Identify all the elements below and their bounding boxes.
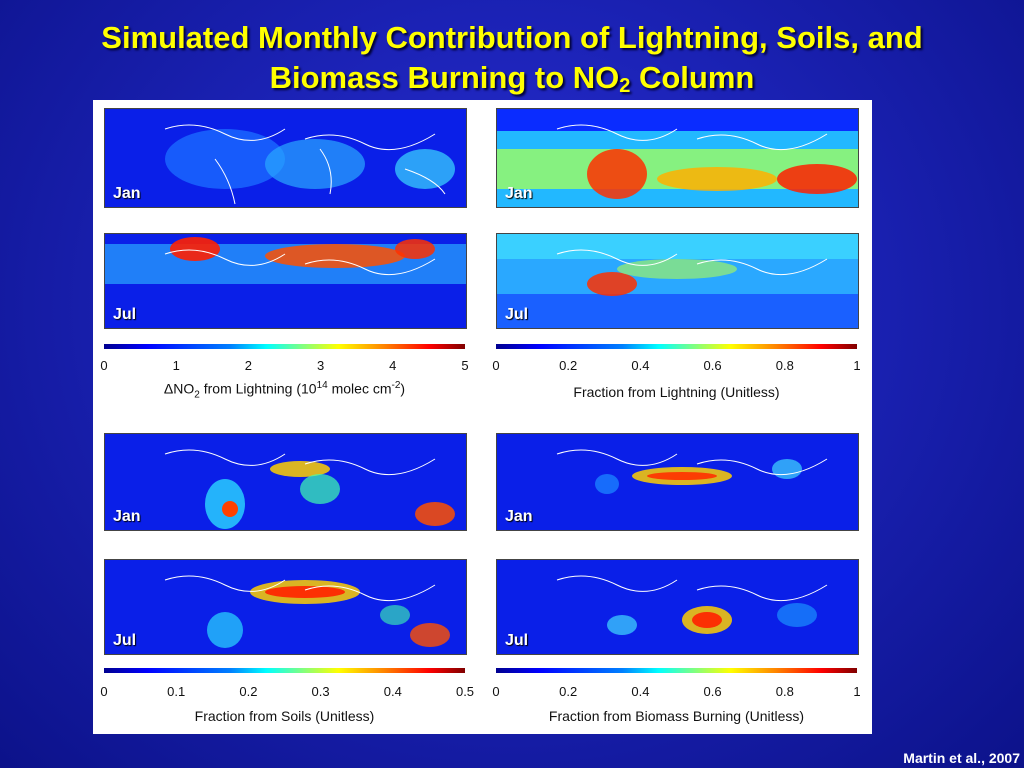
- tick-label: 3: [316, 358, 325, 373]
- colorbar-label-biomass: Fraction from Biomass Burning (Unitless): [548, 708, 805, 724]
- map-soils-jul: Jul: [104, 559, 467, 655]
- figure-panel: Jan Jan Jul: [93, 100, 872, 734]
- colorbar-label-lightning-abs: ΔNO2 from Lightning (1014 molec cm-2): [163, 380, 406, 401]
- tick-label: 0.4: [383, 684, 402, 699]
- month-label: Jul: [113, 632, 137, 649]
- month-label: Jul: [113, 306, 137, 323]
- tick-label: 1: [853, 684, 861, 699]
- citation: Martin et al., 2007: [903, 750, 1020, 766]
- tick-label: 0.2: [559, 358, 578, 373]
- map-biomass-jul: Jul: [496, 559, 859, 655]
- colorbar-lightning-abs: [104, 344, 465, 349]
- colorbar-label-lightning-frac: Fraction from Lightning (Unitless): [573, 384, 780, 400]
- tick-label: 5: [461, 358, 469, 373]
- slide-title: Simulated Monthly Contribution of Lightn…: [0, 18, 1024, 106]
- tick-label: 0.2: [239, 684, 258, 699]
- tick-label: 1: [172, 358, 180, 373]
- tick-label: 0.1: [167, 684, 186, 699]
- map-soils-jan: Jan: [104, 433, 467, 531]
- colorbar-ticks: 0 0.2 0.4 0.6 0.8 1: [492, 684, 861, 700]
- colorbar-ticks: 0 0.1 0.2 0.3 0.4 0.5: [100, 684, 474, 700]
- map-lightning-abs-jan: Jan: [104, 108, 467, 208]
- map-biomass-jan: Jan: [496, 433, 859, 531]
- tick-label: 0: [492, 684, 500, 699]
- tick-label: 0.4: [631, 684, 650, 699]
- month-label: Jan: [505, 185, 533, 202]
- month-label: Jan: [113, 508, 141, 525]
- tick-label: 0: [492, 358, 500, 373]
- title-line-1: Simulated Monthly Contribution of Lightn…: [101, 20, 923, 55]
- tick-label: 2: [244, 358, 253, 373]
- colorbar-lightning-frac: [496, 344, 857, 349]
- title-line-2: Biomass Burning to NO2 Column: [269, 60, 755, 97]
- month-label: Jul: [505, 632, 529, 649]
- map-lightning-frac-jan: Jan: [496, 108, 859, 208]
- month-label: Jan: [113, 185, 141, 202]
- tick-label: 0.8: [775, 684, 794, 699]
- tick-label: 1: [853, 358, 861, 373]
- tick-label: 0: [100, 684, 108, 699]
- tick-label: 0.6: [703, 684, 722, 699]
- map-lightning-abs-jul: Jul: [104, 233, 467, 329]
- tick-label: 4: [389, 358, 397, 373]
- colorbar-ticks: 0 1 2 3 4 5: [100, 358, 469, 374]
- tick-label: 0.6: [703, 358, 722, 373]
- colorbar-biomass: [496, 668, 857, 673]
- tick-label: 0.5: [455, 684, 475, 699]
- colorbar-soils: [104, 668, 465, 673]
- colorbar-ticks: 0 0.2 0.4 0.6 0.8 1: [492, 358, 861, 374]
- tick-label: 0: [100, 358, 108, 373]
- tick-label: 0.3: [311, 684, 330, 699]
- tick-label: 0.4: [631, 358, 650, 373]
- map-lightning-frac-jul: Jul: [496, 233, 859, 329]
- tick-label: 0.2: [559, 684, 578, 699]
- colorbar-label-soils: Fraction from Soils (Unitless): [194, 708, 375, 724]
- tick-label: 0.8: [775, 358, 794, 373]
- month-label: Jan: [505, 508, 533, 525]
- month-label: Jul: [505, 306, 529, 323]
